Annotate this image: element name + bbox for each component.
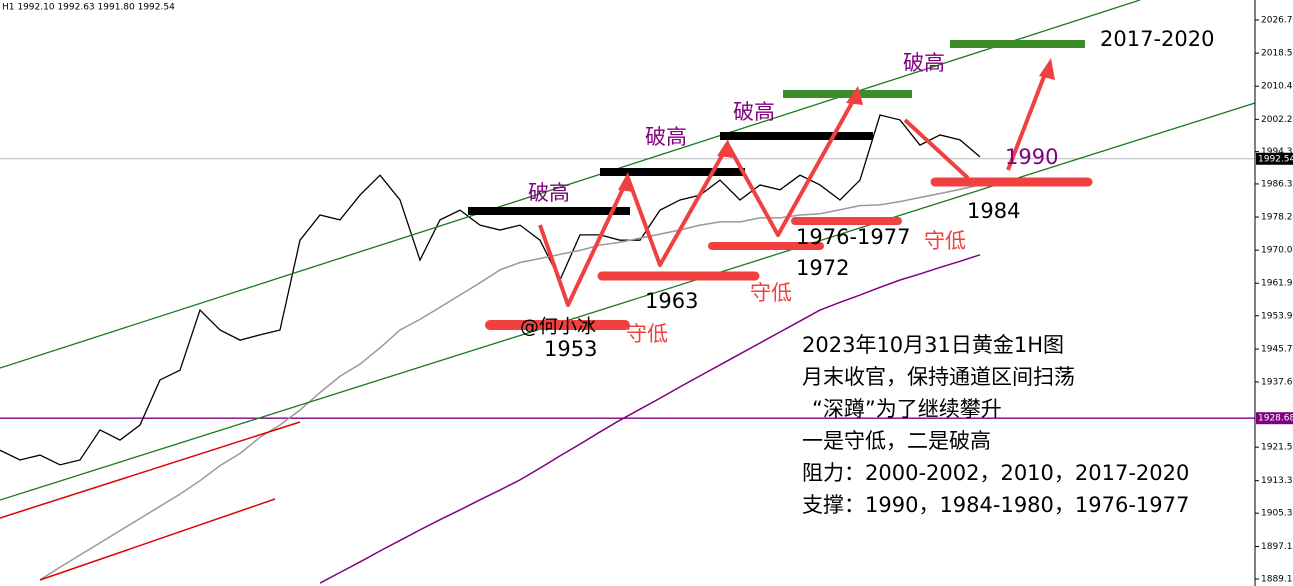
levels	[485, 177, 1093, 330]
annotation: 守低	[924, 229, 966, 253]
channel-line	[0, 102, 1256, 501]
annotation: 1953	[544, 337, 597, 361]
y-tick-label: 1945.70	[1261, 345, 1293, 355]
annotation: 1990	[1005, 145, 1058, 169]
annotation: 1972	[796, 256, 849, 280]
note-line: 月末收官，保持通道区间扫荡	[802, 365, 1075, 389]
y-tick-label: 1921.55	[1261, 443, 1293, 453]
price-line-box	[1256, 412, 1293, 425]
arrow-head	[1039, 58, 1055, 80]
watermark: @何小冰	[520, 316, 596, 338]
bid-label: 1992.54	[1258, 154, 1293, 164]
y-tick-label: 1978.20	[1261, 213, 1293, 223]
arrow-head	[717, 139, 734, 158]
y-tick-label: 1986.35	[1261, 179, 1293, 189]
note-line: 2023年10月31日黄金1H图	[802, 333, 1064, 357]
annotation: 破高	[733, 100, 775, 124]
bid-box	[1256, 152, 1293, 165]
arrows	[538, 65, 1050, 307]
annotation: 破高	[903, 51, 945, 75]
annotation: 破高	[645, 125, 687, 149]
y-tick-label: 1961.90	[1261, 279, 1293, 289]
channel-line	[0, 0, 1141, 369]
y-tick-label: 1897.10	[1261, 542, 1293, 552]
trend-line	[0, 421, 301, 519]
notes: 2023年10月31日黄金1H图 月末收官，保持通道区间扫荡 “深蹲”为了继续攀…	[802, 333, 1189, 517]
note-line: 支撑：1990，1984-1980，1976-1977	[802, 493, 1189, 517]
arrow-heads	[618, 58, 1055, 192]
y-tick-label: 1905.30	[1261, 509, 1293, 519]
y-tick-label: 1913.30	[1261, 476, 1293, 486]
path-arrow	[1006, 65, 1050, 171]
annotation: 破高	[528, 181, 570, 205]
trend-line	[39, 498, 276, 581]
y-tick-label: 1937.60	[1261, 377, 1293, 387]
annotation: 守低	[750, 281, 792, 305]
note-line: “深蹲”为了继续攀升	[812, 397, 1002, 421]
price-line-label: 1928.68	[1258, 414, 1293, 424]
y-axis: 2026.70 2018.55 2010.40 2002.25 1994.30 1986.…	[1254, 0, 1293, 586]
annotation: 1976-1977	[796, 225, 910, 249]
annotation: 1984	[967, 199, 1020, 223]
y-tick-label: 1970.05	[1261, 246, 1293, 256]
y-tick-label: 1889.10	[1261, 575, 1293, 585]
series-line	[39, 184, 981, 581]
series-line	[0, 114, 981, 466]
note-line: 阻力：2000-2002，2010，2017-2020	[802, 461, 1189, 485]
annotation: 2017-2020	[1100, 27, 1214, 51]
axis-panel	[1255, 0, 1293, 586]
plot	[0, 114, 1255, 584]
path-arrow	[903, 118, 970, 180]
y-tick-label: 1953.90	[1261, 311, 1293, 321]
arrow-head	[618, 172, 634, 192]
y-tick-label: 2002.25	[1261, 115, 1293, 125]
y-tick-label: 2026.70	[1261, 15, 1293, 25]
annotation: 1963	[645, 289, 698, 313]
annotations: 破高 破高 破高 破高 守低 守低 守低 1953 1963 1972 1976…	[520, 27, 1214, 361]
note-line: 一是守低，二是破高	[802, 429, 991, 453]
arrow-head	[846, 86, 863, 105]
series-line	[319, 254, 981, 584]
y-tick-label: 2010.40	[1261, 82, 1293, 92]
y-tick-label: 2018.55	[1261, 49, 1293, 59]
resistance	[468, 40, 1085, 215]
path-arrow	[538, 91, 860, 307]
header: H1 1992.10 1992.63 1991.80 1992.54	[2, 3, 175, 13]
annotation: 守低	[626, 322, 668, 346]
y-tick-label: 1994.30	[1261, 147, 1293, 157]
